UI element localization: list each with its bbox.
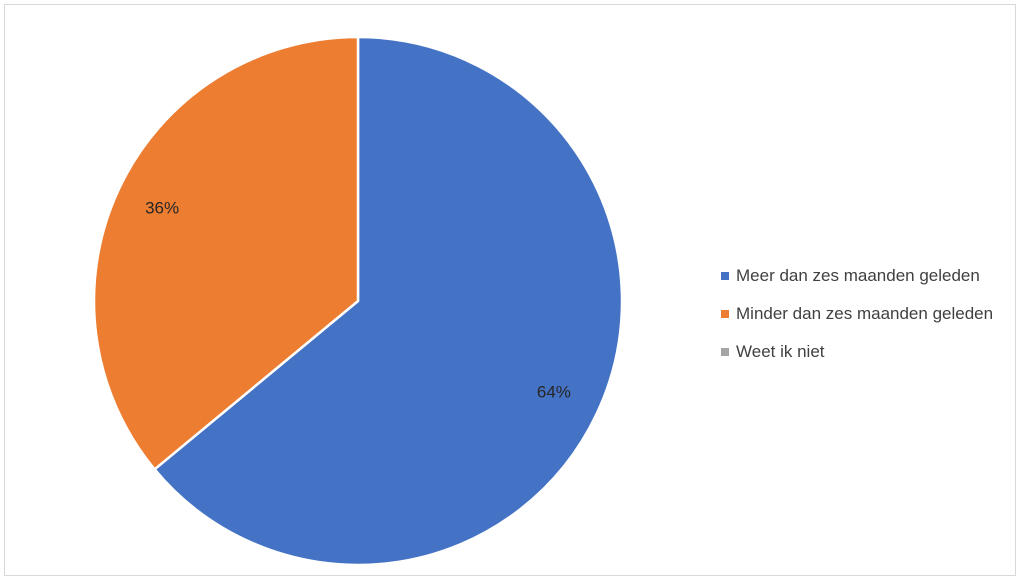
legend-label-minder: Minder dan zes maanden geleden — [736, 304, 994, 323]
pie-chart: 64% 36% — [92, 35, 624, 567]
legend-label-weet-niet: Weet ik niet — [736, 342, 825, 361]
pie-slice-meer — [153, 35, 624, 567]
chart-area: 64% 36% Meer dan zes maanden geleden Mind… — [4, 4, 1016, 576]
pie-data-labels: 64% 36% — [145, 198, 571, 401]
legend-swatch-minder — [721, 310, 729, 318]
data-label-minder: 36% — [145, 198, 179, 217]
legend-swatch-meer — [721, 272, 729, 280]
data-label-meer: 64% — [537, 383, 571, 402]
legend-item-weet-niet: Weet ik niet — [721, 333, 993, 371]
legend-swatch-weet-niet — [721, 348, 729, 356]
legend-label-meer: Meer dan zes maanden geleden — [736, 266, 980, 285]
pie-slice-minder — [92, 35, 360, 471]
pie-slices — [92, 35, 624, 567]
legend-item-minder: Minder dan zes maanden geleden — [721, 295, 993, 333]
legend-item-meer: Meer dan zes maanden geleden — [721, 257, 993, 295]
chart-legend: Meer dan zes maanden geleden Minder dan … — [721, 257, 993, 371]
